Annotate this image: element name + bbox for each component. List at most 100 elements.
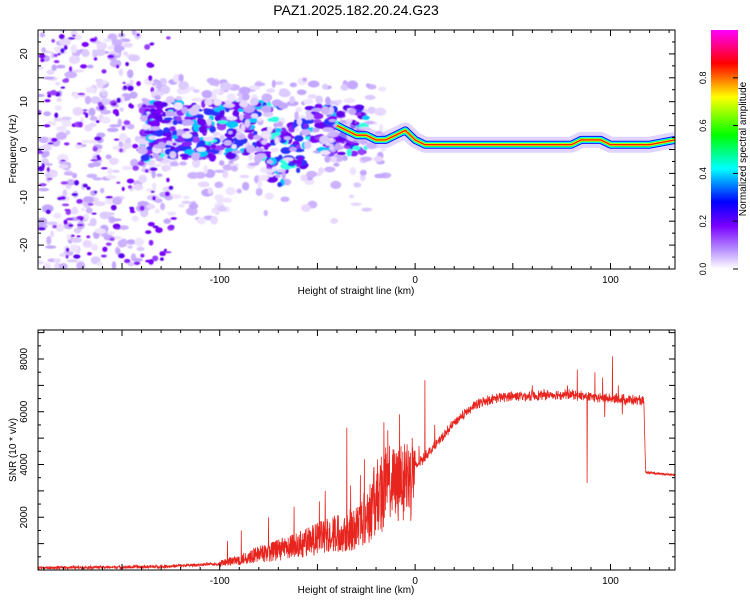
noise-speck-dark	[44, 99, 51, 103]
noise-speck	[105, 154, 112, 160]
band-halo	[196, 147, 207, 152]
y-tick-label: 4000	[19, 453, 30, 476]
noise-speck	[123, 51, 129, 56]
noise-speck-dark	[65, 217, 74, 221]
noise-speck	[64, 71, 76, 79]
noise-speck	[215, 211, 220, 215]
band-halo	[312, 127, 320, 133]
noise-speck-dark	[63, 142, 70, 146]
noise-speck	[188, 202, 199, 210]
noise-speck-dark	[93, 57, 98, 61]
snr-y-label: SNR (10 * v/v)	[8, 418, 19, 482]
band-speck	[346, 148, 352, 157]
noise-speck	[105, 175, 118, 180]
noise-speck	[70, 44, 78, 54]
band-halo	[231, 150, 242, 154]
band-speck	[225, 151, 237, 160]
band-speck	[309, 135, 316, 142]
noise-speck-dark	[148, 239, 154, 246]
noise-speck-dark	[91, 212, 97, 215]
band-speck	[181, 156, 189, 160]
band-halo	[188, 106, 200, 116]
band-halo	[253, 154, 263, 164]
band-halo	[322, 127, 334, 133]
noise-speck-dark	[139, 205, 145, 211]
band-halo	[152, 153, 160, 159]
band-speck	[269, 116, 281, 123]
noise-speck	[222, 197, 233, 203]
noise-speck	[112, 169, 120, 173]
noise-speck	[65, 130, 71, 135]
noise-speck-dark	[137, 161, 145, 166]
band-halo	[148, 135, 157, 140]
band-speck	[182, 128, 190, 132]
band-halo	[267, 126, 273, 134]
noise-speck	[41, 47, 47, 53]
band-halo	[277, 121, 284, 128]
y-tick-label: 10	[19, 96, 30, 108]
noise-speck-dark	[54, 112, 59, 119]
band-halo	[306, 170, 317, 178]
band-speck	[295, 144, 301, 150]
spectrogram-x-ticks: -100 0 100	[43, 30, 670, 286]
noise-speck-dark	[38, 166, 45, 172]
noise-speck	[330, 180, 342, 190]
noise-speck-dark	[46, 167, 50, 173]
noise-speck	[123, 42, 134, 48]
noise-speck	[42, 224, 48, 229]
y-tick-label: -10	[19, 190, 30, 205]
noise-speck-dark	[71, 192, 79, 197]
band-halo	[173, 102, 183, 111]
noise-speck	[80, 139, 91, 144]
noise-speck	[210, 215, 218, 225]
band-speck	[198, 125, 207, 134]
band-halo	[213, 98, 222, 106]
band-halo	[162, 164, 172, 171]
noise-speck-dark	[164, 251, 172, 254]
noise-speck-dark	[164, 191, 170, 197]
noise-speck	[131, 215, 139, 222]
noise-speck-dark	[105, 242, 112, 246]
band-halo	[154, 95, 161, 101]
noise-speck	[55, 64, 66, 69]
noise-speck	[89, 122, 97, 128]
band-halo	[295, 107, 303, 113]
noise-speck	[181, 200, 192, 204]
noise-speck	[129, 91, 138, 99]
band-halo	[380, 147, 386, 152]
x-tick-label: -100	[210, 576, 230, 587]
band-halo	[340, 84, 349, 91]
band-halo	[289, 95, 295, 104]
noise-speck	[156, 173, 163, 178]
noise-speck	[127, 261, 135, 267]
noise-speck-dark	[62, 78, 68, 83]
x-tick-label: 0	[412, 576, 418, 587]
band-halo	[324, 155, 331, 163]
band-speck	[176, 145, 183, 149]
noise-speck	[38, 93, 45, 98]
band-halo	[325, 142, 331, 146]
noise-speck	[151, 182, 157, 190]
noise-speck	[154, 208, 160, 214]
noise-speck-dark	[78, 121, 83, 128]
band-halo	[244, 118, 251, 128]
noise-speck	[63, 171, 75, 176]
band-halo	[219, 134, 225, 141]
noise-speck-dark	[47, 142, 54, 145]
band-halo	[160, 85, 171, 95]
noise-speck	[263, 209, 268, 217]
band-halo	[241, 93, 250, 101]
band-halo	[181, 132, 193, 139]
band-halo	[305, 110, 312, 115]
noise-speck-dark	[72, 34, 76, 37]
noise-speck	[101, 91, 108, 97]
band-speck	[336, 151, 346, 156]
noise-speck	[106, 127, 119, 133]
band-speck	[201, 99, 206, 108]
band-halo	[328, 106, 335, 115]
noise-speck-dark	[132, 143, 139, 149]
noise-speck	[160, 202, 166, 211]
noise-speck	[61, 116, 72, 121]
band-halo	[258, 174, 269, 181]
